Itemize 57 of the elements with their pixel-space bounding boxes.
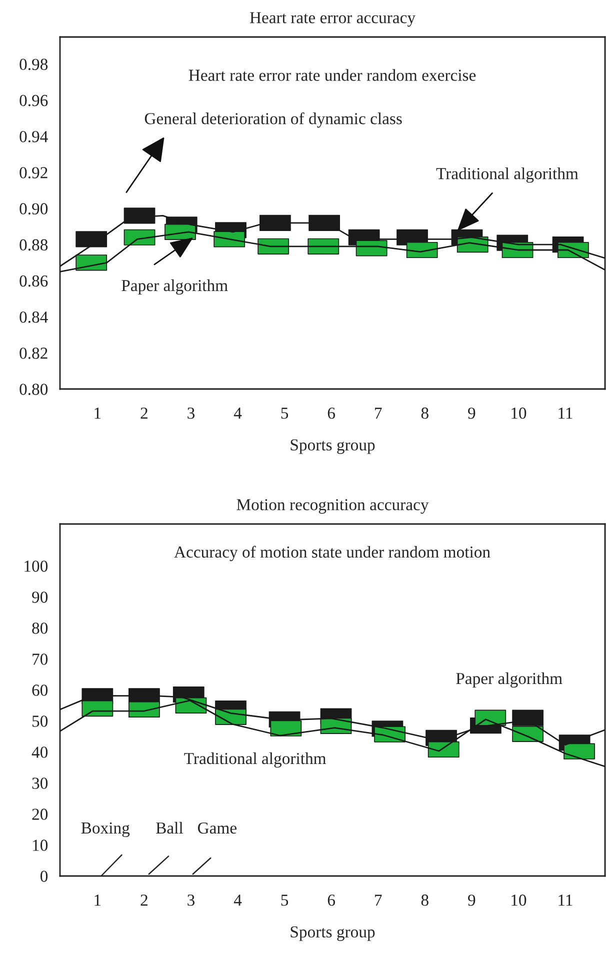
annotation: General deterioration of dynamic class: [144, 112, 402, 128]
y-tick-label: 0.90: [20, 203, 48, 215]
chart-title: Motion recognition accuracy: [236, 499, 429, 514]
y-tick-label: 20: [32, 808, 48, 820]
x-tick-label: 5: [281, 894, 288, 906]
y-tick-label: 0.80: [20, 384, 48, 396]
x-axis-title: Sports group: [290, 439, 375, 454]
y-tick-label: 0.82: [20, 348, 48, 359]
x-tick-label: 11: [558, 894, 572, 906]
y-tick-label: 0.84: [20, 311, 48, 323]
x-tick-label: 5: [281, 408, 288, 419]
x-tick-label: 10: [512, 894, 526, 906]
x-tick-label: 3: [188, 894, 195, 906]
y-tick-label: 0: [40, 870, 48, 882]
x-tick-label: 9: [468, 408, 476, 419]
annotation: Accuracy of motion state under random motion: [174, 546, 490, 562]
annotation: Traditional algorithm: [436, 168, 578, 183]
x-tick-label: 6: [328, 894, 335, 906]
x-tick-label: 8: [421, 408, 428, 419]
x-tick-label: 1: [94, 408, 101, 419]
annotation: Boxing: [81, 822, 130, 838]
x-tick-label: 9: [468, 894, 476, 906]
chart-title: Heart rate error accuracy: [250, 12, 416, 27]
y-tick-label: 70: [32, 654, 48, 665]
x-tick-label: 4: [234, 408, 242, 419]
y-tick-label: 60: [32, 684, 48, 696]
x-tick-label: 7: [375, 408, 382, 419]
x-tick-label: 10: [512, 408, 526, 419]
annotation: Traditional algorithm: [184, 752, 326, 768]
annotation: Paper algorithm: [122, 279, 228, 295]
y-tick-label: 30: [32, 778, 48, 789]
x-tick-label: 6: [328, 408, 335, 419]
annotation: Heart rate error rate under random exercise: [188, 69, 476, 81]
y-tick-label: 90: [32, 592, 48, 603]
y-tick-label: 50: [32, 716, 48, 727]
y-tick-label: 0.88: [20, 239, 48, 251]
annotation: Paper algorithm: [456, 672, 562, 688]
x-tick-label: 2: [140, 408, 148, 419]
y-tick-label: 10: [32, 840, 48, 851]
x-tick-label: 7: [375, 894, 382, 906]
x-tick-label: 2: [140, 894, 148, 906]
y-tick-label: 0.94: [20, 130, 48, 142]
y-tick-label: 0.98: [20, 58, 48, 70]
x-axis-title: Sports group: [290, 926, 375, 941]
y-tick-label: 0.92: [20, 167, 48, 178]
y-tick-label: 80: [32, 622, 48, 634]
x-tick-label: 8: [421, 894, 428, 906]
y-tick-label: 0.96: [20, 94, 48, 106]
annotation: Ball: [156, 822, 184, 834]
y-tick-label: 40: [32, 746, 48, 758]
y-tick-label: 0.86: [20, 275, 48, 287]
x-tick-label: 4: [234, 894, 242, 906]
x-tick-label: 11: [558, 408, 572, 419]
annotation: Game: [198, 822, 237, 834]
x-tick-label: 1: [94, 894, 101, 906]
y-tick-label: 100: [24, 560, 48, 572]
x-tick-label: 3: [188, 408, 195, 419]
